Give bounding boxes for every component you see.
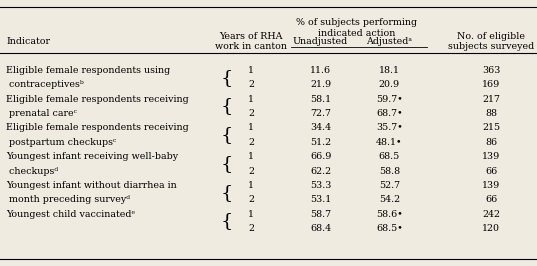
Text: checkupsᵈ: checkupsᵈ bbox=[6, 167, 59, 176]
Text: {: { bbox=[220, 155, 233, 173]
Text: 169: 169 bbox=[482, 80, 500, 89]
Text: 21.9: 21.9 bbox=[310, 80, 331, 89]
Text: 48.1•: 48.1• bbox=[376, 138, 403, 147]
Text: postpartum checkupsᶜ: postpartum checkupsᶜ bbox=[6, 138, 117, 147]
Text: 363: 363 bbox=[482, 66, 500, 75]
Text: Eligible female respondents receiving: Eligible female respondents receiving bbox=[6, 123, 189, 132]
Text: Eligible female respondents receiving: Eligible female respondents receiving bbox=[6, 95, 189, 104]
Text: 139: 139 bbox=[482, 152, 500, 161]
Text: 2: 2 bbox=[248, 80, 255, 89]
Text: 1: 1 bbox=[248, 181, 255, 190]
Text: 58.7: 58.7 bbox=[310, 210, 331, 219]
Text: 68.5•: 68.5• bbox=[376, 224, 403, 233]
Text: 68.4: 68.4 bbox=[310, 224, 331, 233]
Text: 59.7•: 59.7• bbox=[376, 95, 403, 104]
Text: 2: 2 bbox=[248, 167, 255, 176]
Text: 58.1: 58.1 bbox=[310, 95, 331, 104]
Text: 215: 215 bbox=[482, 123, 500, 132]
Text: Indicator: Indicator bbox=[6, 37, 50, 46]
Text: 1: 1 bbox=[248, 210, 255, 219]
Text: 52.7: 52.7 bbox=[379, 181, 400, 190]
Text: contraceptivesᵇ: contraceptivesᵇ bbox=[6, 80, 84, 89]
Text: 66: 66 bbox=[485, 195, 497, 204]
Text: 1: 1 bbox=[248, 123, 255, 132]
Text: Youngest infant without diarrhea in: Youngest infant without diarrhea in bbox=[6, 181, 177, 190]
Text: 1: 1 bbox=[248, 95, 255, 104]
Text: 2: 2 bbox=[248, 224, 255, 233]
Text: 62.2: 62.2 bbox=[310, 167, 331, 176]
Text: Youngest child vaccinatedᵉ: Youngest child vaccinatedᵉ bbox=[6, 210, 135, 219]
Text: 58.8: 58.8 bbox=[379, 167, 400, 176]
Text: 2: 2 bbox=[248, 138, 255, 147]
Text: month preceding surveyᵈ: month preceding surveyᵈ bbox=[6, 195, 130, 204]
Text: Eligible female respondents using: Eligible female respondents using bbox=[6, 66, 171, 75]
Text: {: { bbox=[220, 126, 233, 144]
Text: 72.7: 72.7 bbox=[310, 109, 331, 118]
Text: {: { bbox=[220, 212, 233, 230]
Text: prenatal careᶜ: prenatal careᶜ bbox=[6, 109, 77, 118]
Text: 20.9: 20.9 bbox=[379, 80, 400, 89]
Text: 2: 2 bbox=[248, 109, 255, 118]
Text: Youngest infant receiving well-baby: Youngest infant receiving well-baby bbox=[6, 152, 179, 161]
Text: Unadjusted: Unadjusted bbox=[293, 37, 348, 46]
Text: 1: 1 bbox=[248, 152, 255, 161]
Text: 53.3: 53.3 bbox=[310, 181, 331, 190]
Text: {: { bbox=[220, 184, 233, 202]
Text: 58.6•: 58.6• bbox=[376, 210, 403, 219]
Text: 11.6: 11.6 bbox=[310, 66, 331, 75]
Text: 2: 2 bbox=[248, 195, 255, 204]
Text: 86: 86 bbox=[485, 138, 497, 147]
Text: 68.5: 68.5 bbox=[379, 152, 400, 161]
Text: 120: 120 bbox=[482, 224, 500, 233]
Text: Adjustedᵃ: Adjustedᵃ bbox=[366, 37, 412, 46]
Text: {: { bbox=[220, 97, 233, 115]
Text: {: { bbox=[220, 69, 233, 87]
Text: 242: 242 bbox=[482, 210, 500, 219]
Text: 88: 88 bbox=[485, 109, 497, 118]
Text: Years of RHA
work in canton: Years of RHA work in canton bbox=[215, 32, 287, 51]
Text: % of subjects performing
indicated action: % of subjects performing indicated actio… bbox=[296, 18, 417, 38]
Text: 66: 66 bbox=[485, 167, 497, 176]
Text: 1: 1 bbox=[248, 66, 255, 75]
Text: 66.9: 66.9 bbox=[310, 152, 331, 161]
Text: 68.7•: 68.7• bbox=[376, 109, 403, 118]
Text: 34.4: 34.4 bbox=[310, 123, 331, 132]
Text: 51.2: 51.2 bbox=[310, 138, 331, 147]
Text: 139: 139 bbox=[482, 181, 500, 190]
Text: 35.7•: 35.7• bbox=[376, 123, 403, 132]
Text: 217: 217 bbox=[482, 95, 500, 104]
Text: 18.1: 18.1 bbox=[379, 66, 400, 75]
Text: No. of eligible
subjects surveyed: No. of eligible subjects surveyed bbox=[448, 32, 534, 51]
Text: 54.2: 54.2 bbox=[379, 195, 400, 204]
Text: 53.1: 53.1 bbox=[310, 195, 331, 204]
